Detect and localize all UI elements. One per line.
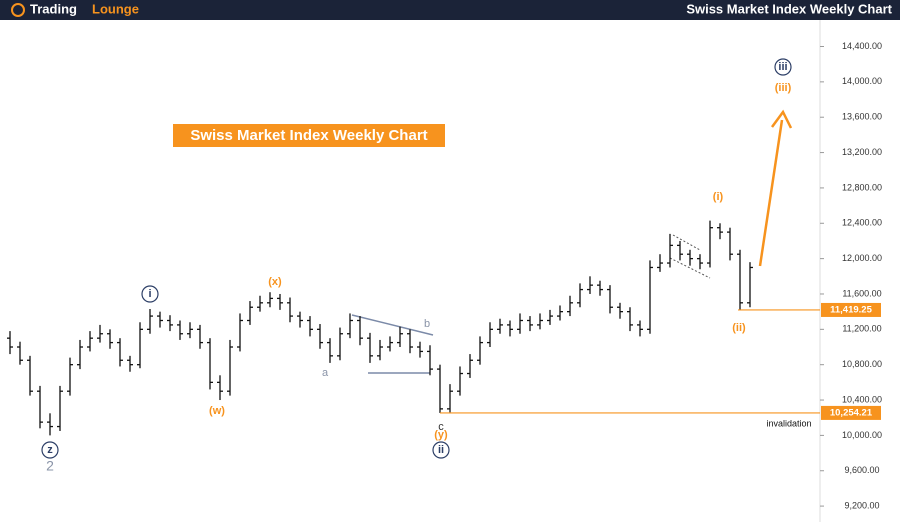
level-label: 10,254.21: [830, 407, 873, 418]
y-tick-label: 9,600.00: [844, 465, 879, 475]
level-label: 11,419.25: [830, 304, 872, 315]
wave-label: i: [148, 288, 151, 300]
wave-label: (iii): [775, 82, 792, 94]
channel-line: [672, 234, 701, 251]
channel-line: [669, 257, 711, 279]
wave-label: c: [438, 421, 444, 433]
wave-label: invalidation: [766, 418, 811, 428]
y-tick-label: 10,400.00: [842, 394, 882, 404]
wave-circle: [41, 441, 59, 459]
logo-icon: [11, 3, 25, 17]
chart-title: Swiss Market Index Weekly Chart: [190, 127, 427, 144]
projection-arrow: [758, 119, 784, 267]
header-title: Swiss Market Index Weekly Chart: [686, 1, 892, 16]
y-tick-label: 12,800.00: [842, 182, 882, 192]
y-tick-label: 9,200.00: [844, 500, 879, 510]
header-bar: [0, 0, 900, 20]
y-tick-label: 11,200.00: [842, 324, 881, 334]
wave-label: z: [47, 444, 53, 456]
wave-circle: [774, 58, 792, 76]
logo-text: Trading: [30, 1, 77, 16]
wave-circle: [432, 441, 450, 459]
wave-label: b: [424, 318, 430, 330]
y-tick-label: 13,600.00: [842, 112, 882, 122]
y-tick-label: 10,800.00: [842, 359, 882, 369]
title-box: [173, 124, 445, 147]
wave-label: (y): [434, 429, 448, 441]
wave-label: (w): [209, 405, 225, 417]
wave-circle: [141, 285, 159, 303]
wave-label: (ii): [732, 322, 746, 334]
wave-label: (i): [713, 191, 724, 203]
y-tick-label: 12,400.00: [842, 218, 882, 228]
wave-label: iii: [778, 61, 787, 73]
wave-label: (x): [268, 276, 282, 288]
wave-label: ii: [438, 444, 444, 456]
y-tick-label: 12,000.00: [842, 253, 882, 263]
y-tick-label: 14,400.00: [842, 41, 882, 51]
y-tick-label: 14,000.00: [842, 76, 882, 86]
projection-arrow-head: [770, 109, 793, 129]
y-tick-label: 10,000.00: [842, 430, 882, 440]
y-tick-label: 11,600.00: [842, 288, 881, 298]
triangle-line: [351, 314, 434, 336]
level-label-box: [821, 302, 881, 317]
y-tick-label: 13,200.00: [842, 147, 882, 157]
wave-label: 2: [46, 458, 54, 474]
level-label-box: [821, 405, 881, 420]
wave-label: a: [322, 367, 329, 379]
logo-text: Lounge: [92, 1, 139, 16]
